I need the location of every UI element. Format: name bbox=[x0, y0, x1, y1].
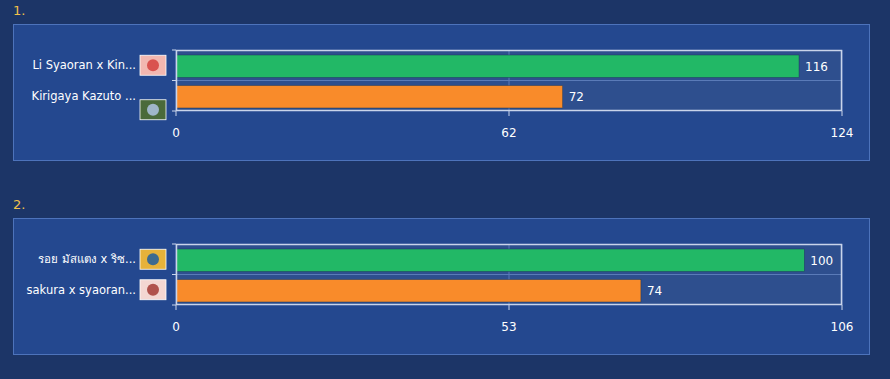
thumbnail-detail bbox=[147, 59, 159, 71]
tick-label: 124 bbox=[831, 126, 854, 140]
band-separator bbox=[176, 274, 842, 275]
chart-root: 1. 0 62 124 116 Li Syaoran x Kin... 72 Kirigaya… bbox=[0, 0, 890, 379]
category-label: sakura x syaoran... bbox=[27, 283, 136, 297]
tick-label: 106 bbox=[831, 320, 854, 334]
panel bbox=[14, 219, 870, 355]
plot-area bbox=[176, 50, 842, 111]
bar bbox=[176, 86, 563, 109]
data-label: 72 bbox=[569, 90, 584, 104]
category-label: รอย มัสแตง x ริซ... bbox=[38, 252, 136, 266]
plot-area bbox=[176, 244, 842, 305]
thumbnail bbox=[140, 55, 166, 75]
thumbnail-detail bbox=[147, 104, 159, 116]
category-tick bbox=[172, 274, 176, 275]
tick-mark bbox=[509, 111, 510, 116]
data-label: 74 bbox=[647, 284, 662, 298]
data-label: 116 bbox=[805, 60, 828, 74]
thumbnail-detail bbox=[147, 284, 159, 296]
category-label: Kirigaya Kazuto ... bbox=[32, 89, 136, 103]
bars bbox=[176, 55, 799, 108]
panel bbox=[14, 25, 870, 161]
tick-label: 0 bbox=[172, 126, 180, 140]
tick-mark bbox=[842, 111, 843, 116]
category-tick bbox=[172, 50, 176, 51]
tick-mark bbox=[509, 305, 510, 310]
bars bbox=[176, 249, 804, 302]
bar bbox=[176, 280, 641, 303]
bar bbox=[176, 249, 804, 272]
tick-mark bbox=[176, 305, 177, 310]
plot-frame bbox=[177, 51, 842, 111]
tick-label: 62 bbox=[501, 126, 516, 140]
tick-label: 0 bbox=[172, 320, 180, 334]
bar bbox=[176, 55, 799, 78]
data-label: 100 bbox=[810, 254, 833, 268]
chart-title: 1. bbox=[13, 3, 25, 18]
chart-title: 2. bbox=[13, 197, 25, 212]
thumbnail bbox=[140, 249, 166, 269]
thumbnail bbox=[140, 280, 166, 300]
plot-frame bbox=[177, 245, 842, 305]
band-separator bbox=[176, 80, 842, 81]
category-tick bbox=[172, 244, 176, 245]
tick-label: 53 bbox=[501, 320, 516, 334]
category-label: Li Syaoran x Kin... bbox=[32, 58, 136, 72]
tick-mark bbox=[842, 305, 843, 310]
category-tick bbox=[172, 80, 176, 81]
category-tick bbox=[172, 305, 176, 306]
thumbnail-detail bbox=[147, 253, 159, 265]
chart-svg: 1. 0 62 124 116 Li Syaoran x Kin... 72 Kirigaya… bbox=[0, 0, 890, 379]
category-tick bbox=[172, 111, 176, 112]
tick-mark bbox=[176, 111, 177, 116]
thumbnail bbox=[140, 100, 166, 120]
